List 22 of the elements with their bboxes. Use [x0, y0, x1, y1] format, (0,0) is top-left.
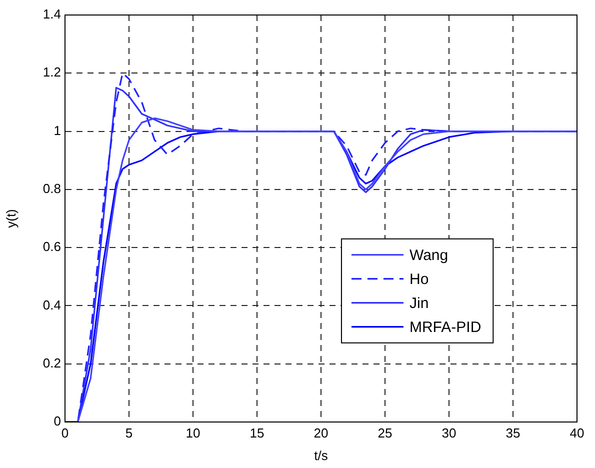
x-tick-label: 40: [570, 425, 584, 440]
y-tick-label: 0.8: [42, 181, 61, 196]
legend-label: MRFA-PID: [409, 318, 482, 336]
x-tick-label: 30: [442, 425, 456, 440]
y-tick-label: 1.4: [42, 6, 61, 22]
x-tick-label: 20: [314, 425, 328, 440]
x-tick-label: 35: [506, 425, 520, 440]
x-tick-label: 15: [250, 425, 264, 440]
legend-label: Jin: [409, 294, 429, 312]
legend-label: Wang: [409, 246, 448, 264]
y-axis-title: y(t): [3, 209, 18, 228]
x-tick-label: 5: [125, 425, 133, 440]
y-tick-label: 0.4: [42, 297, 61, 312]
y-tick-label: 1.2: [42, 64, 61, 80]
y-tick-label: 0: [54, 414, 61, 429]
y-tick-label: 0.6: [42, 239, 61, 254]
x-tick-label: 10: [186, 425, 200, 440]
x-tick-label: 25: [378, 425, 392, 440]
y-tick-label: 1: [54, 122, 61, 138]
y-tick-label: 0.2: [42, 355, 61, 370]
x-axis-title: t/s: [314, 448, 328, 463]
legend-label: Ho: [409, 270, 429, 288]
